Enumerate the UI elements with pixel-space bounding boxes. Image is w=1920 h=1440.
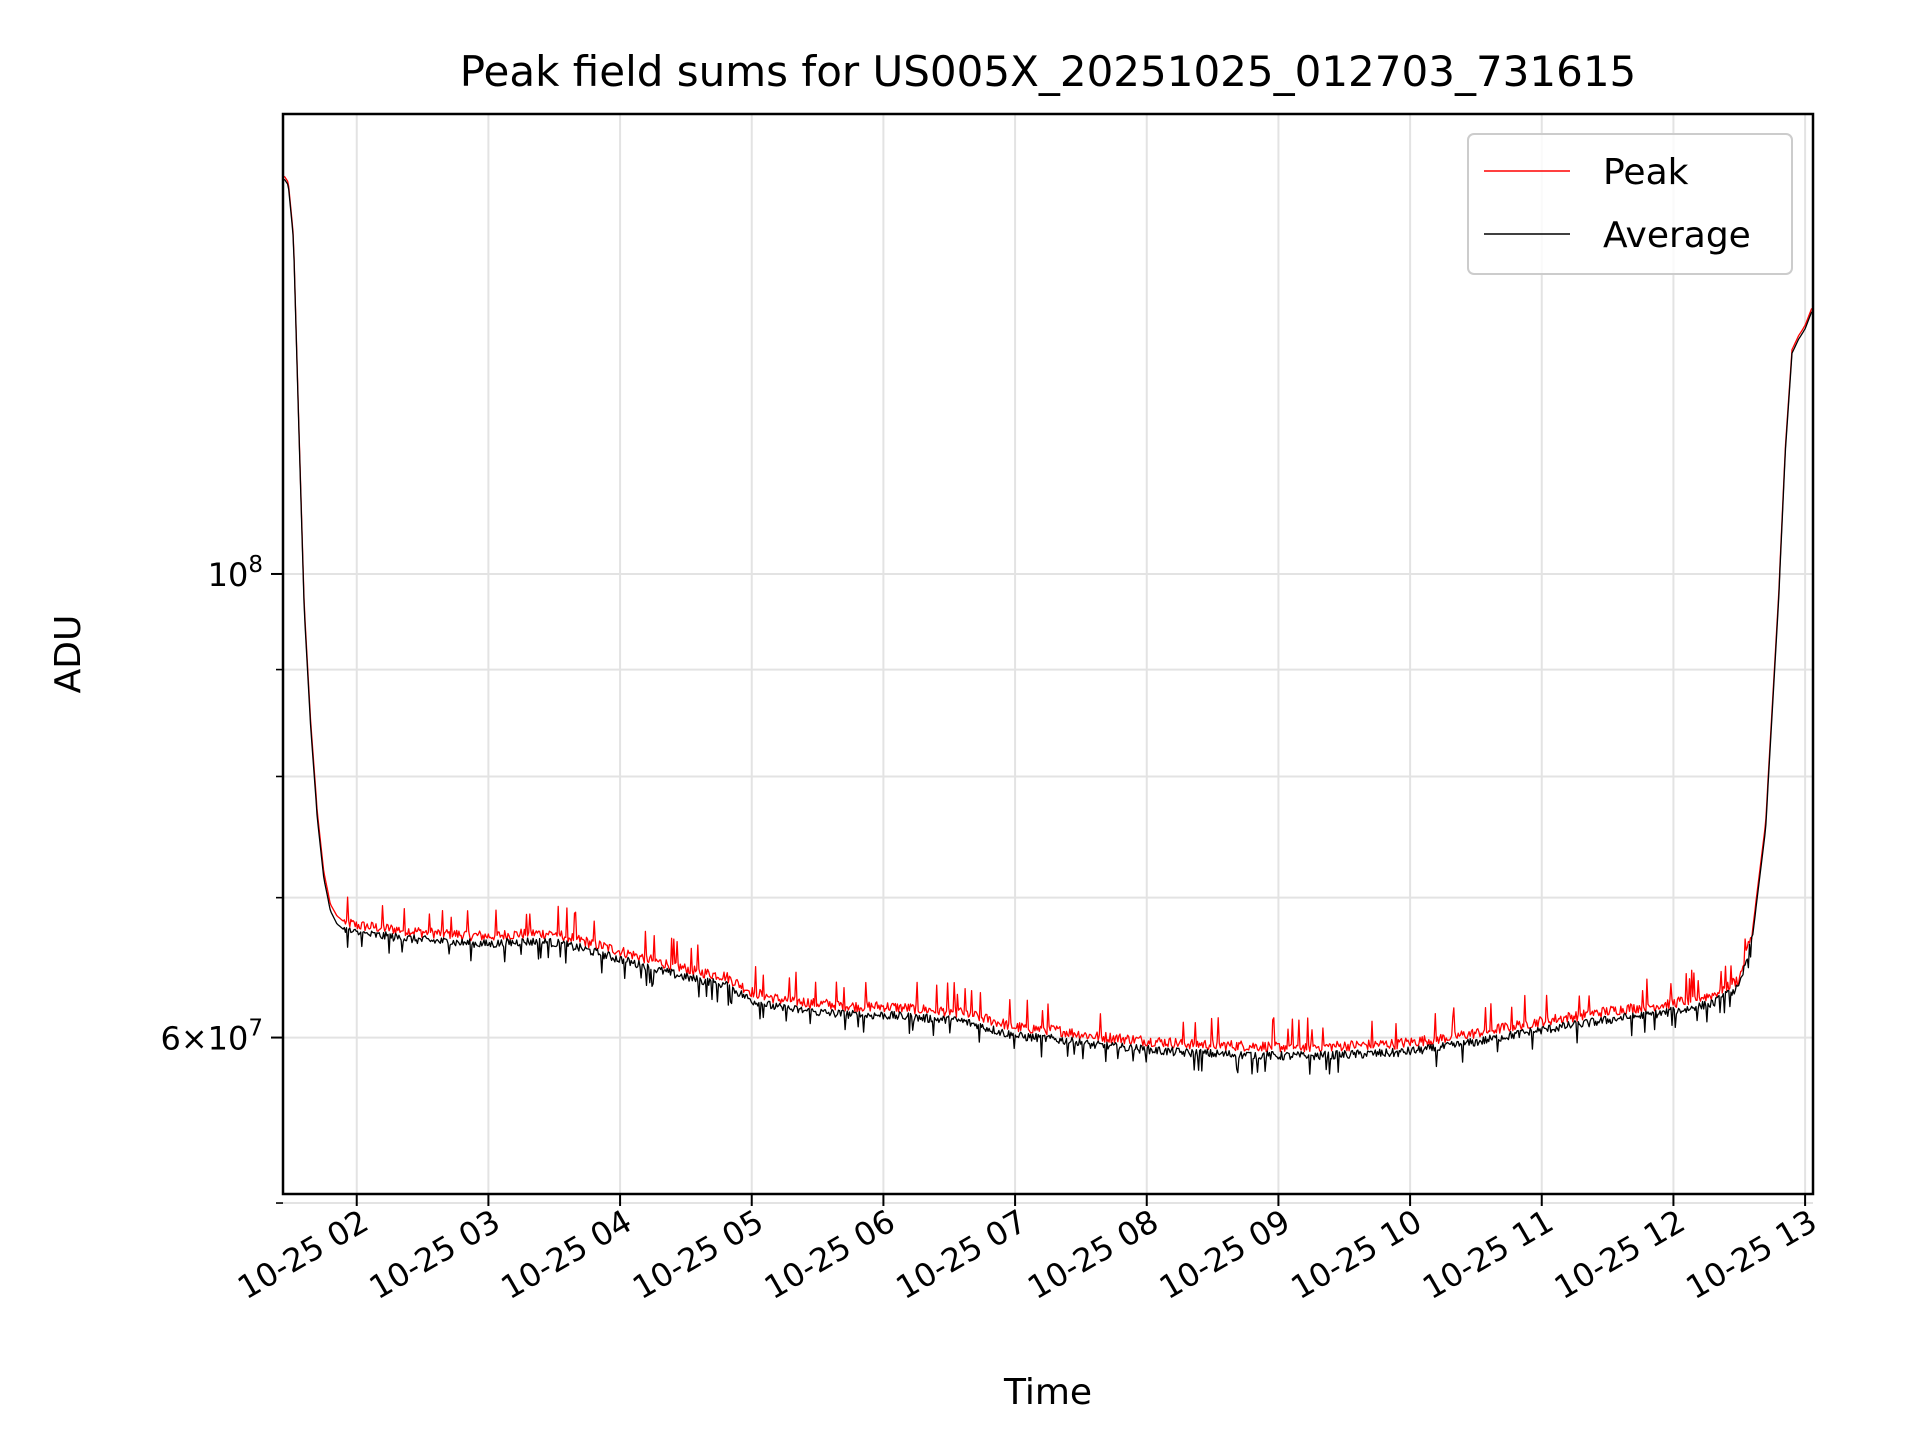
peak-series-line xyxy=(283,175,1813,1053)
legend-box xyxy=(1467,133,1793,275)
legend-average-label: Average xyxy=(1603,215,1751,256)
legend-peak-label: Peak xyxy=(1603,152,1689,193)
grid xyxy=(283,114,1813,1205)
legend: Peak Average xyxy=(1467,133,1793,275)
average-series-line xyxy=(283,178,1813,1075)
y-tick-label: 6×107 xyxy=(160,1016,263,1058)
y-axis-label: ADU xyxy=(48,615,89,694)
y-tick-label: 108 xyxy=(208,552,263,594)
chart-title: Peak field sums for US005X_20251025_0127… xyxy=(460,47,1637,96)
series-layer xyxy=(283,175,1813,1075)
x-axis-label: Time xyxy=(1003,1372,1092,1413)
plot-frame xyxy=(281,112,1815,1196)
